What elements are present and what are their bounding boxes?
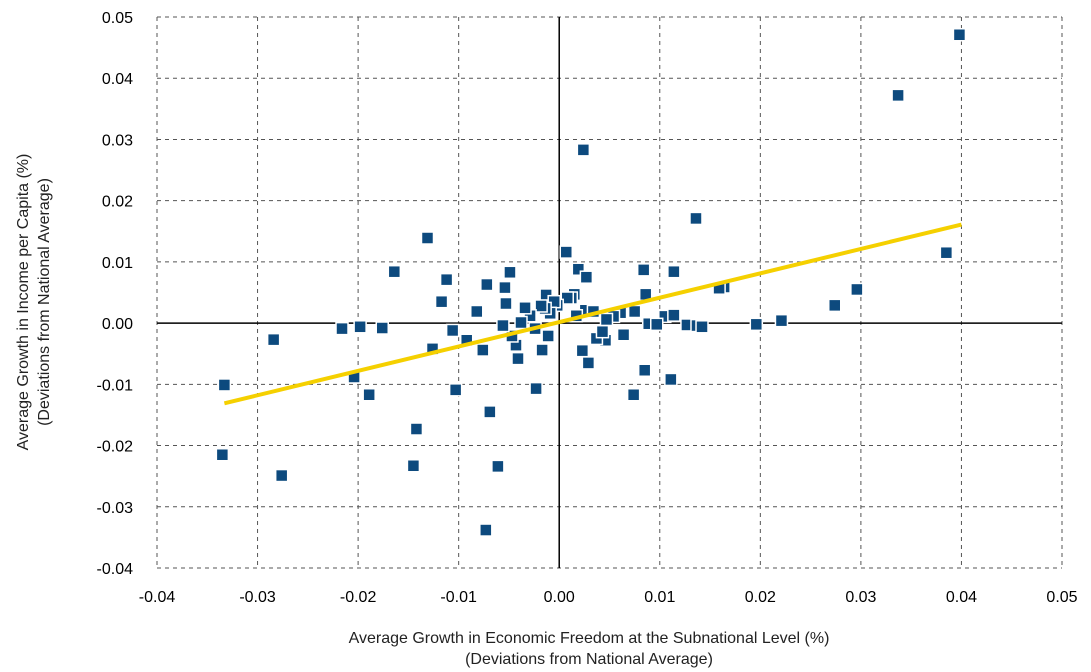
data-point <box>217 378 232 392</box>
data-point <box>575 343 590 358</box>
data-point <box>375 321 389 335</box>
data-point <box>667 308 681 322</box>
data-point <box>420 231 435 245</box>
data-points <box>215 28 967 537</box>
y-axis-title-line-1: Average Growth in Income per Capita (%) <box>15 154 32 451</box>
x-tick-label: -0.03 <box>239 589 276 606</box>
y-tick-label: 0.05 <box>102 10 133 27</box>
x-axis-title-line-1: Average Growth in Economic Freedom at th… <box>349 630 830 647</box>
data-point <box>599 312 614 327</box>
x-tick-label: 0.04 <box>946 589 977 606</box>
x-tick-label: 0.03 <box>845 589 876 606</box>
data-point <box>434 294 449 309</box>
x-tick-labels: -0.04 -0.03 -0.02 -0.01 0.00 0.01 0.02 0.03 0.04… <box>139 589 1078 606</box>
data-point <box>274 468 289 483</box>
y-tick-labels: -0.04 -0.03 -0.02 -0.01 0.00 0.01 0.02 0.03 0.04… <box>97 10 134 578</box>
data-point <box>439 272 454 287</box>
data-point <box>534 299 548 313</box>
data-point <box>579 270 594 284</box>
data-point <box>518 301 532 315</box>
data-point <box>480 277 494 292</box>
y-tick-label: -0.03 <box>97 500 134 517</box>
data-point <box>939 245 954 260</box>
data-point <box>445 323 460 338</box>
data-point <box>353 320 367 334</box>
data-point <box>470 304 484 319</box>
data-point <box>491 459 505 474</box>
x-tick-label: 0.01 <box>644 589 675 606</box>
y-tick-label: -0.02 <box>97 439 134 456</box>
data-point <box>891 88 905 103</box>
y-tick-label: 0.02 <box>102 194 133 211</box>
y-tick-label: -0.04 <box>97 561 134 578</box>
data-point <box>448 383 463 397</box>
y-tick-label: 0.00 <box>102 316 133 333</box>
data-point <box>576 143 591 157</box>
data-point <box>637 363 652 378</box>
y-tick-label: 0.03 <box>102 132 133 149</box>
data-point <box>514 315 528 330</box>
data-point <box>664 372 678 387</box>
data-point <box>511 351 525 366</box>
data-point <box>667 264 681 279</box>
data-point <box>503 265 517 280</box>
y-axis-title-line-2: (Deviations from National Average) <box>36 178 53 426</box>
data-point <box>952 28 967 42</box>
x-tick-label: -0.04 <box>139 589 176 606</box>
data-point <box>387 264 402 279</box>
data-point <box>616 327 631 342</box>
x-tick-label: 0.02 <box>745 589 776 606</box>
data-point <box>650 317 664 332</box>
y-tick-label: 0.01 <box>102 255 133 272</box>
data-point <box>529 381 543 396</box>
data-point <box>560 291 575 305</box>
data-point <box>850 282 864 297</box>
data-point <box>476 343 490 357</box>
data-point <box>636 263 651 277</box>
x-tick-label: -0.01 <box>440 589 477 606</box>
y-tick-label: 0.04 <box>102 71 133 88</box>
data-point <box>479 523 493 537</box>
trendline-group <box>223 222 962 406</box>
data-point <box>626 387 641 402</box>
data-point <box>695 320 709 334</box>
x-axis-title-line-2: (Deviations from National Average) <box>465 651 713 668</box>
y-tick-label: -0.01 <box>97 377 134 394</box>
data-point <box>689 211 703 226</box>
data-point <box>627 304 642 319</box>
data-point <box>595 324 610 339</box>
data-point <box>541 329 555 343</box>
data-point <box>581 356 596 370</box>
data-point <box>499 296 513 311</box>
data-point <box>774 313 789 328</box>
x-tick-label: -0.02 <box>340 589 377 606</box>
data-point <box>496 318 510 333</box>
data-point <box>215 447 230 462</box>
zero-axes <box>157 17 1062 568</box>
trendline <box>223 222 962 406</box>
data-point <box>749 317 764 332</box>
data-point <box>406 459 421 473</box>
data-point <box>535 343 549 357</box>
data-point <box>827 298 842 313</box>
data-point <box>498 280 512 295</box>
data-point <box>409 422 424 436</box>
data-point <box>362 387 376 402</box>
data-point <box>559 245 574 259</box>
x-tick-label: 0.05 <box>1046 589 1077 606</box>
gridlines <box>156 16 1063 569</box>
x-tick-label: 0.00 <box>544 589 575 606</box>
data-point <box>483 405 497 419</box>
data-point <box>266 332 281 347</box>
data-point <box>335 321 349 336</box>
